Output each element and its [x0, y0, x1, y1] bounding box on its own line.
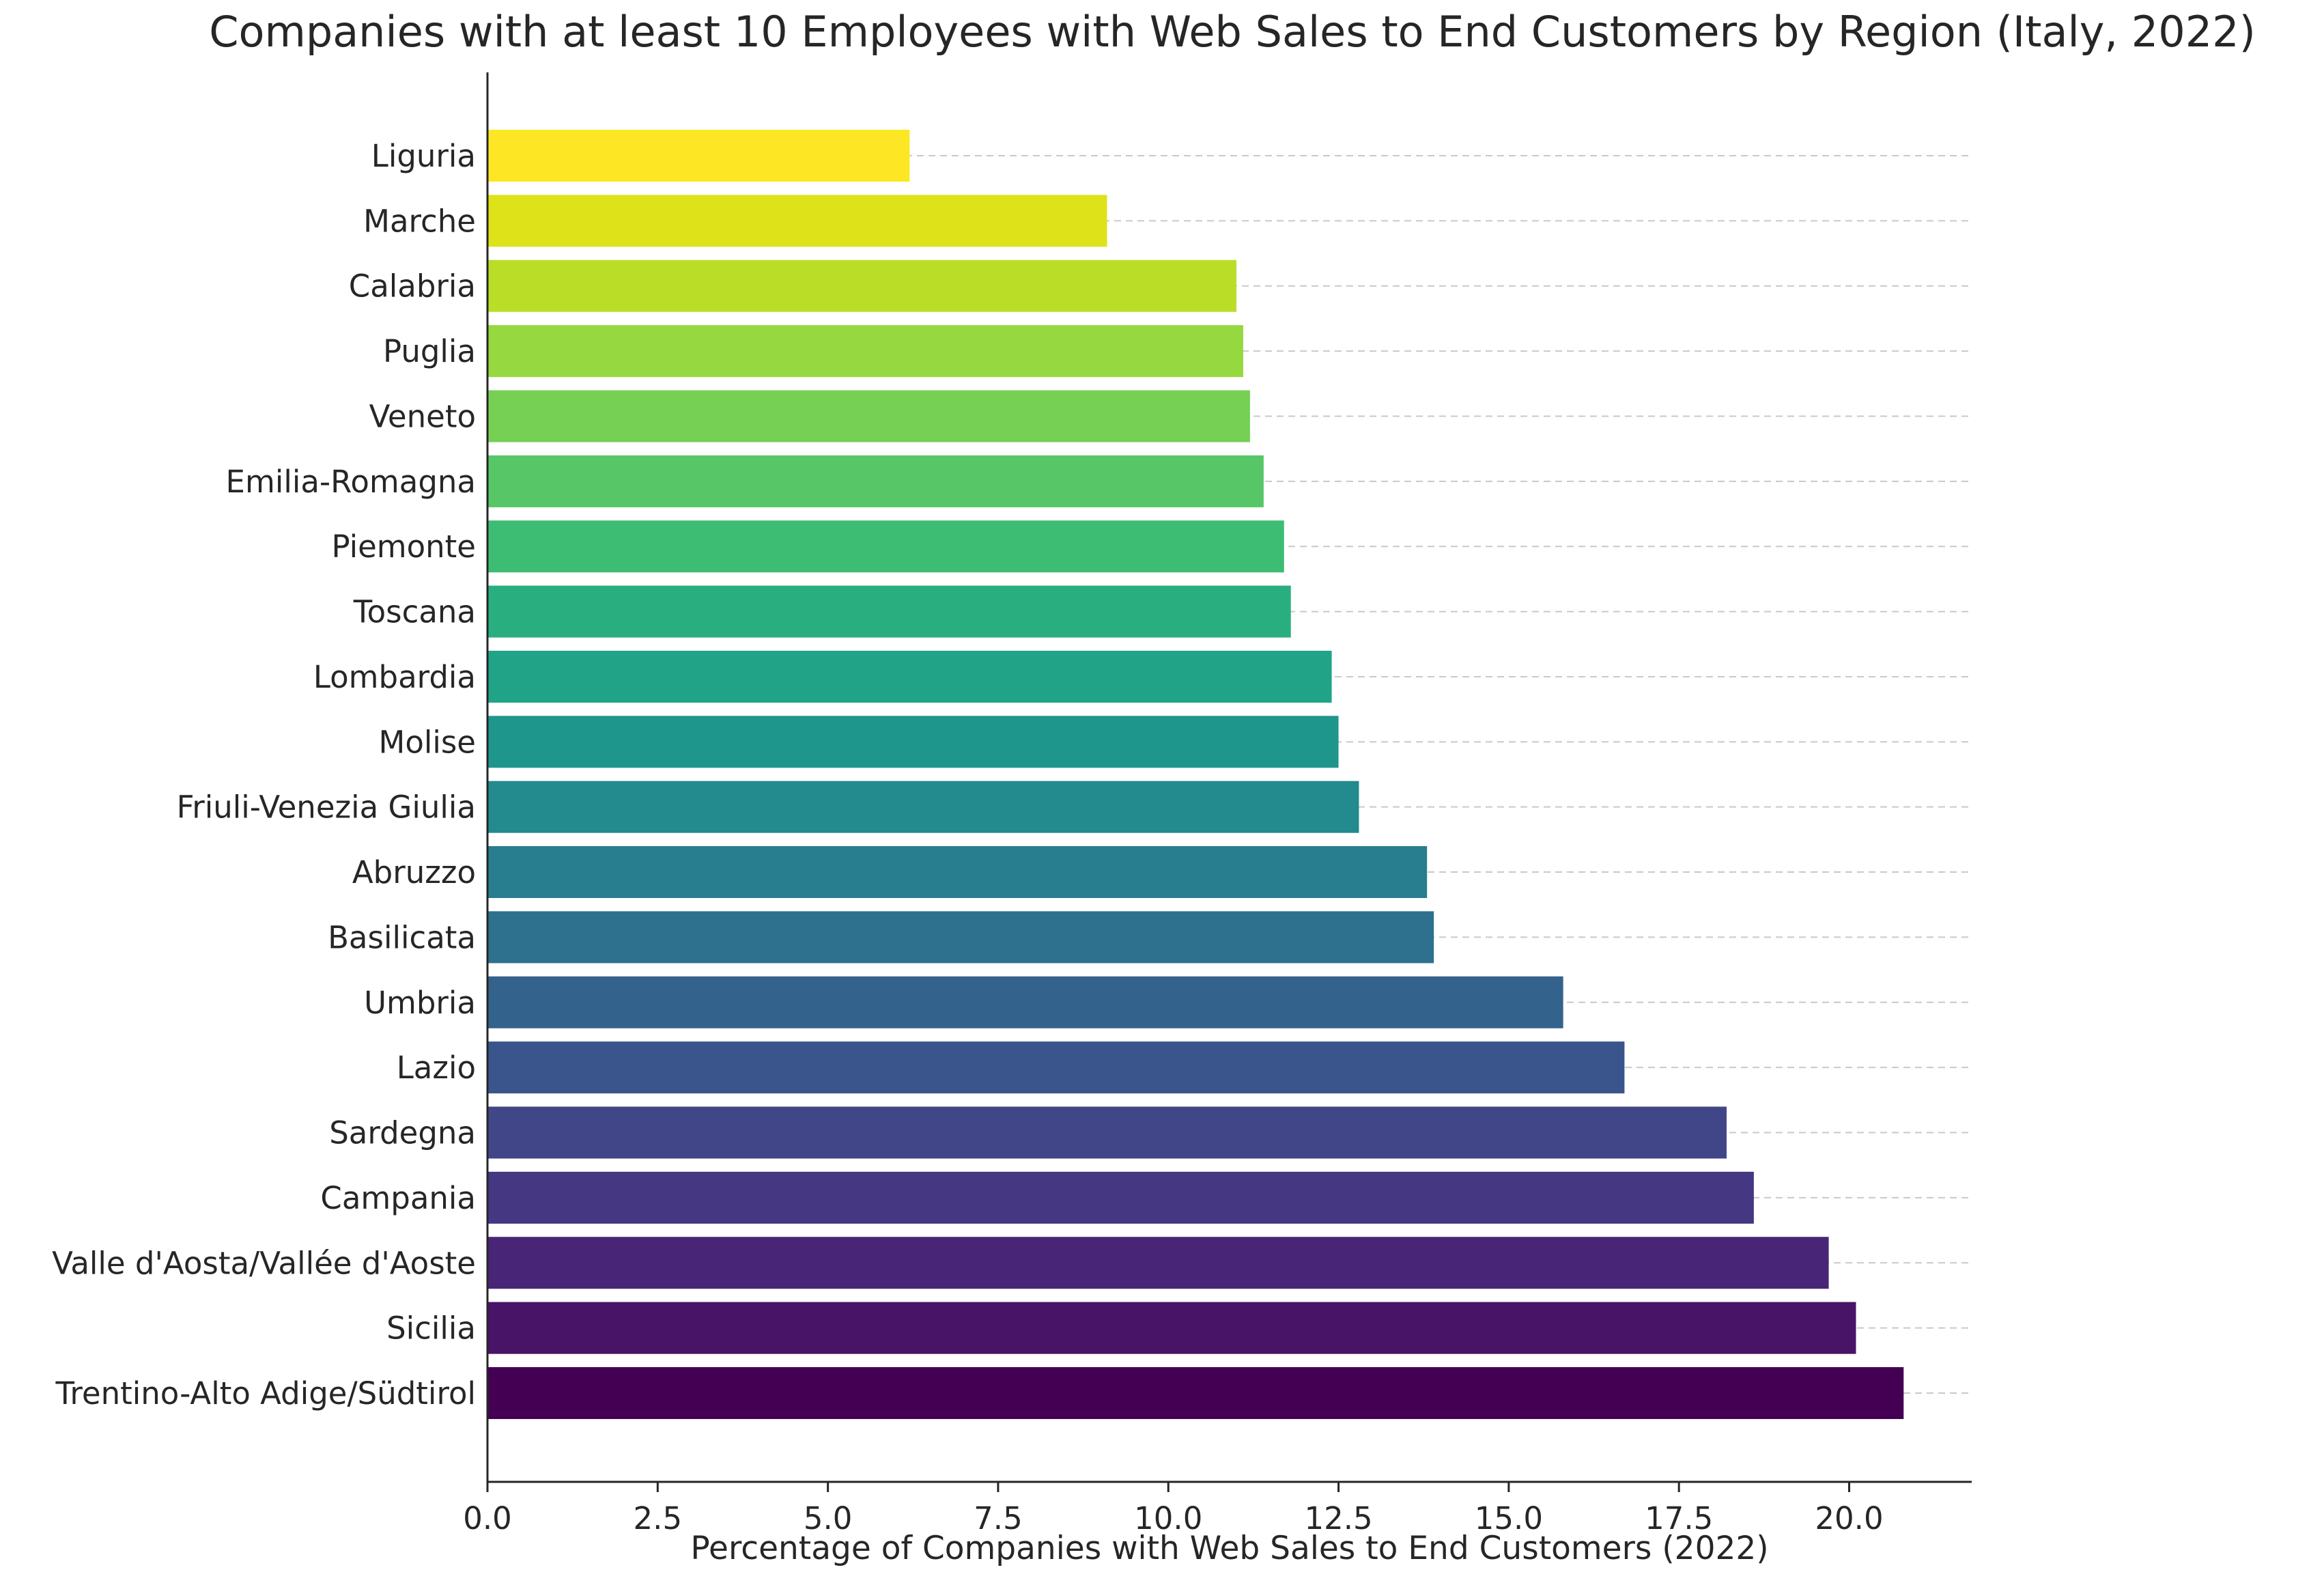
y-tick-label: Abruzzo — [352, 854, 476, 890]
y-tick-label: Sicilia — [386, 1310, 476, 1347]
y-tick-label: Calabria — [349, 268, 476, 305]
y-tick-label: Molise — [379, 724, 477, 760]
y-axis-tick-labels: Liguria Marche Calabria Puglia Veneto Emilia-… — [52, 138, 476, 1412]
y-tick-label: Marche — [363, 203, 476, 239]
bar — [487, 195, 1107, 247]
x-tick-label: 5.0 — [804, 1500, 853, 1536]
x-axis-label: Percentage of Companies with Web Sales t… — [690, 1530, 1768, 1567]
y-tick-label: Veneto — [369, 398, 476, 434]
x-tick-label: 10.0 — [1134, 1500, 1202, 1536]
bar — [487, 781, 1359, 833]
y-tick-label: Puglia — [383, 333, 476, 369]
bar — [487, 716, 1339, 768]
x-axis-ticks: 0.0 2.5 5.0 7.5 10.0 12.5 15.0 17.5 20.0 — [463, 1482, 1884, 1536]
bar — [487, 455, 1264, 507]
y-tick-label: Lombardia — [313, 659, 476, 695]
y-tick-label: Liguria — [371, 138, 476, 174]
y-tick-label: Valle d'Aosta/Vallée d'Aoste — [52, 1245, 476, 1281]
x-tick-label: 0.0 — [463, 1500, 512, 1536]
x-tick-label: 20.0 — [1815, 1500, 1883, 1536]
bar — [487, 1106, 1727, 1159]
y-tick-label: Lazio — [397, 1050, 476, 1086]
y-tick-label: Piemonte — [331, 529, 476, 565]
bar — [487, 976, 1563, 1028]
bar — [487, 911, 1434, 964]
y-tick-label: Trentino-Alto Adige/Südtirol — [55, 1375, 476, 1412]
bar — [487, 585, 1291, 638]
bar — [487, 1302, 1856, 1354]
bar — [487, 846, 1428, 899]
bar — [487, 520, 1284, 573]
y-tick-label: Friuli-Venezia Giulia — [177, 789, 476, 826]
y-tick-label: Basilicata — [328, 919, 476, 955]
y-tick-label: Toscana — [353, 594, 476, 630]
y-tick-label: Emilia-Romagna — [226, 464, 476, 500]
bar — [487, 650, 1332, 703]
y-tick-label: Umbria — [364, 985, 476, 1021]
bar — [487, 1041, 1625, 1094]
bar — [487, 1367, 1904, 1419]
bar — [487, 259, 1236, 312]
y-tick-label: Campania — [320, 1180, 476, 1216]
x-tick-label: 15.0 — [1475, 1500, 1543, 1536]
bar — [487, 130, 910, 182]
x-tick-label: 17.5 — [1645, 1500, 1713, 1536]
bar — [487, 1171, 1754, 1224]
y-tick-label: Sardegna — [329, 1115, 476, 1151]
x-tick-label: 2.5 — [634, 1500, 683, 1536]
chart-title: Companies with at least 10 Employees wit… — [209, 7, 2256, 57]
x-tick-label: 12.5 — [1304, 1500, 1372, 1536]
x-tick-label: 7.5 — [974, 1500, 1023, 1536]
bar — [487, 325, 1243, 378]
bars — [487, 130, 1904, 1419]
bar — [487, 1237, 1829, 1289]
bar — [487, 390, 1250, 443]
